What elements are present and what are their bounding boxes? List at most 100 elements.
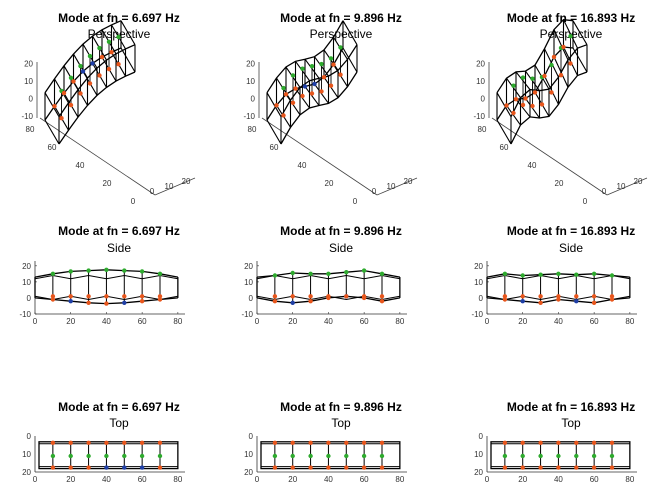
bottom-node-point [68, 299, 73, 304]
center-node-point [326, 453, 331, 459]
y-tick-label: 20 [325, 179, 334, 188]
y-tick-label: -10 [19, 310, 31, 319]
bottom-node-point [157, 297, 163, 302]
bottom-node-point [116, 61, 121, 67]
y-tick-label: 10 [474, 278, 483, 287]
title-freq: 16.893 Hz [580, 400, 635, 414]
z-tick-label: -10 [243, 112, 255, 121]
reference-node-point [556, 294, 561, 299]
panel-title-1-1: Mode at fn = 6.697 Hz [58, 11, 180, 25]
edge-node-point [274, 103, 279, 108]
near-node-point [68, 440, 73, 445]
bottom-node-point [78, 91, 83, 96]
bottom-node-point [538, 300, 543, 305]
y-tick-label: 20 [22, 468, 31, 477]
top-node-point [308, 271, 313, 276]
top-cross-member [44, 92, 60, 117]
x-tick-label: 40 [554, 317, 563, 326]
x-tick-label: 60 [138, 317, 147, 326]
top-node-point [361, 268, 367, 273]
reference-node-point [68, 294, 73, 299]
far-node-point [556, 465, 561, 470]
y-tick-label: 20 [474, 262, 483, 271]
reference-node-point [272, 294, 278, 299]
top-node-point [97, 45, 102, 51]
y-tick-label: 60 [500, 143, 509, 152]
far-node-point [538, 465, 543, 470]
y-tick-label: 60 [48, 143, 57, 152]
top-node-point [530, 76, 535, 81]
reference-node-point [326, 294, 331, 299]
edge-node-point [532, 90, 538, 95]
y-tick-label: 20 [244, 262, 253, 271]
z-tick-label: 10 [476, 77, 485, 86]
center-node-point [50, 453, 56, 459]
x-tick-label: 40 [554, 475, 563, 484]
x-tick-label: 80 [395, 317, 404, 326]
panel-view-2-1: Side [107, 241, 131, 255]
y-tick-label: 10 [474, 450, 483, 459]
bottom-node-point [568, 61, 573, 66]
y-tick-label: -10 [471, 310, 483, 319]
near-node-point [308, 440, 313, 445]
frame-outline [490, 441, 631, 470]
edge-node-point [80, 69, 86, 74]
top-node-point [549, 62, 554, 68]
bottom-cross-member [304, 86, 320, 106]
reference-node-point [344, 294, 349, 299]
perspective-plot-2: -10 0 10 20 80 60 40 20 0 0 10 20 [243, 20, 418, 206]
title-prefix: Mode at fn = [507, 400, 581, 414]
bottom-node-point [591, 300, 597, 305]
z-tick-label: 10 [246, 77, 255, 86]
x-tick-label: 40 [324, 317, 333, 326]
x-floor-axis [154, 177, 196, 196]
top-node-point [379, 271, 385, 276]
far-node-point [609, 465, 615, 470]
center-node-point [122, 453, 127, 459]
top-node-point [68, 269, 73, 274]
x-tick-label: 20 [288, 475, 297, 484]
title-freq: 6.697 Hz [132, 224, 180, 238]
y-tick-label: 10 [22, 450, 31, 459]
edge-node-point [312, 81, 317, 87]
panel-title-1-3: Mode at fn = 16.893 Hz [507, 11, 635, 25]
y-tick-label: 0 [249, 294, 254, 303]
bottom-node-point [309, 91, 315, 96]
top-node-point [591, 271, 597, 276]
bottom-node-point [328, 83, 334, 88]
reference-node-point [104, 294, 109, 299]
panel-view-3-2: Top [331, 416, 351, 430]
x-tick-label: 0 [150, 187, 155, 196]
near-node-point [272, 440, 278, 445]
edge-node-point [551, 54, 557, 60]
reference-node-point [86, 294, 91, 299]
y-tick-label: 40 [76, 161, 85, 170]
top-node-point [139, 269, 145, 274]
frame-outline [260, 441, 401, 470]
center-node-point [104, 453, 109, 459]
x-tick-label: 0 [255, 317, 260, 326]
panel-view-3-3: Top [561, 416, 581, 430]
bottom-node-point [290, 100, 296, 106]
z-tick-label: 0 [481, 95, 486, 104]
x-tick-label: 60 [360, 475, 369, 484]
edge-node-point [523, 96, 528, 101]
near-node-point [502, 440, 508, 445]
title-freq: 6.697 Hz [132, 400, 180, 414]
reference-node-point [50, 294, 56, 299]
x-tick-label: 0 [255, 475, 260, 484]
reference-node-point [122, 294, 127, 299]
top-node-point [86, 268, 91, 273]
top-node-point [116, 34, 121, 40]
far-node-point [139, 465, 145, 470]
x-tick-label: 20 [518, 475, 527, 484]
far-node-point [344, 465, 349, 470]
title-prefix: Mode at fn = [58, 11, 132, 25]
y-tick-label: 20 [244, 468, 253, 477]
title-prefix: Mode at fn = [280, 224, 354, 238]
y-tick-label: 80 [478, 125, 487, 134]
